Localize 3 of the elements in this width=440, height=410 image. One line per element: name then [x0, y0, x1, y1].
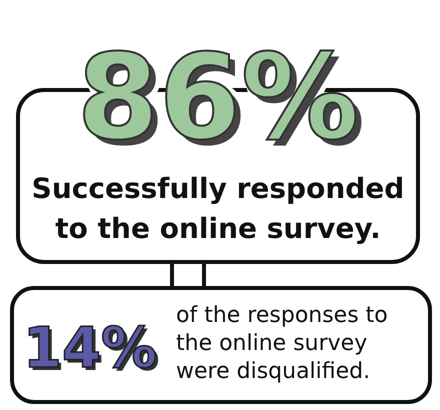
category-label: of the responses to the online survey were disqualified. — [176, 303, 388, 384]
data-label: 14% — [26, 319, 160, 384]
category-label: Successfully responded to the online survey. — [32, 172, 404, 245]
